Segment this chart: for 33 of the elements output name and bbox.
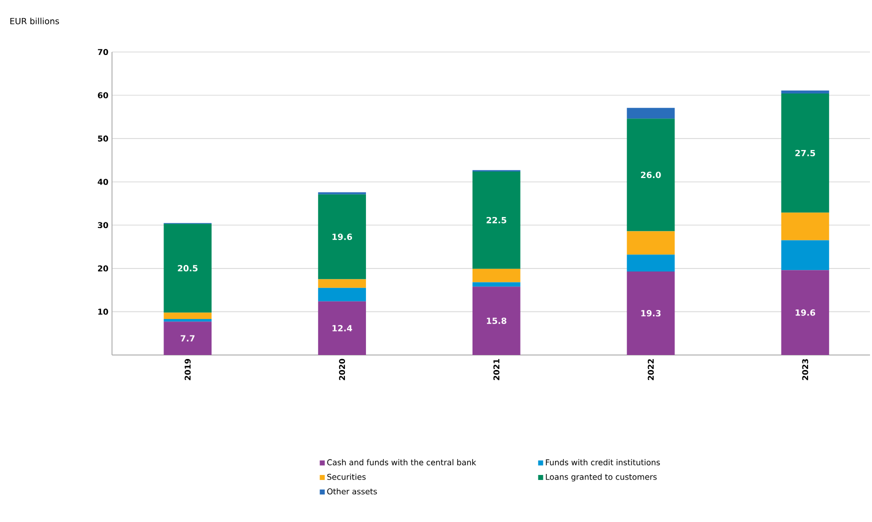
bar	[164, 224, 212, 313]
bar	[781, 212, 830, 240]
data-label: 19.3	[641, 310, 661, 316]
data-label: 20.5	[178, 265, 198, 272]
bar	[626, 118, 675, 232]
data-label: 12.4	[332, 325, 352, 332]
bar	[164, 319, 212, 322]
bar	[318, 288, 366, 302]
bar	[318, 194, 366, 280]
bar	[626, 108, 675, 119]
data-label: 19.6	[796, 309, 816, 316]
bar	[781, 90, 830, 94]
bar	[781, 240, 830, 270]
bar	[472, 282, 520, 287]
bar	[626, 254, 675, 272]
data-label: 22.5	[486, 216, 506, 224]
data-label: 7.7	[180, 335, 194, 342]
bar	[781, 270, 830, 355]
text: EUR billions	[10, 18, 59, 24]
bar	[472, 286, 520, 355]
data-label: 15.8	[486, 318, 506, 324]
bar	[318, 279, 366, 288]
data-label: 19.6	[332, 234, 352, 240]
bar	[472, 171, 520, 269]
bar	[164, 322, 212, 355]
bar	[626, 271, 675, 355]
data-label: 27.5	[795, 150, 816, 156]
data-label: 26.0	[641, 172, 661, 178]
bar	[626, 231, 675, 255]
bar	[164, 312, 212, 320]
bar	[781, 94, 830, 213]
bar	[318, 301, 366, 355]
bar	[472, 268, 520, 282]
